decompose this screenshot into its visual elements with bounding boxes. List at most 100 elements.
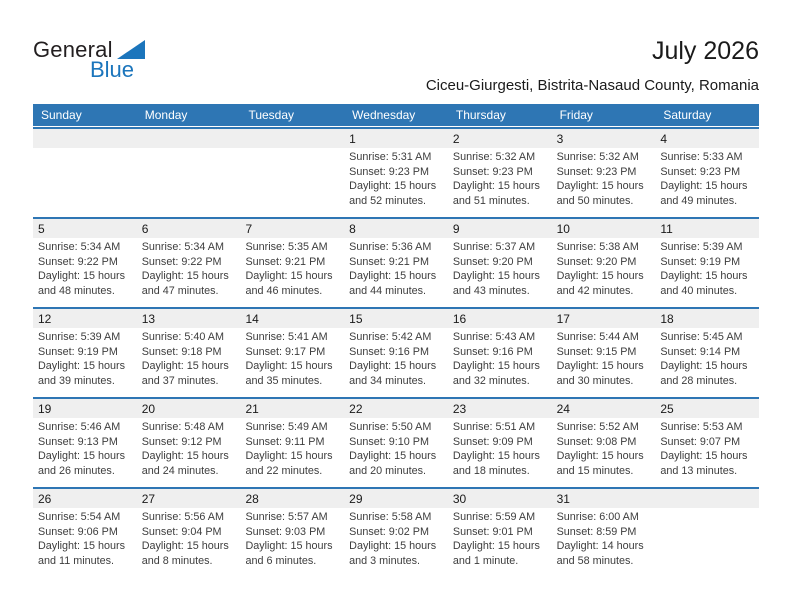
day-number: 13: [136, 309, 241, 328]
sunrise-text: Sunrise: 5:48 AM: [141, 421, 224, 433]
sunset-text: Sunset: 9:22 PM: [141, 255, 222, 268]
day-details: Sunrise: 5:39 AM Sunset: 9:19 PM Daylight:…: [655, 238, 759, 298]
calendar-day-cell-15: 15 Sunrise: 5:42 AM Sunset: 9:16 PM Dayligh…: [344, 309, 448, 396]
sunrise-text: Sunrise: 5:42 AM: [349, 331, 432, 343]
sunset-text: Sunset: 9:09 PM: [452, 435, 533, 448]
sunset-text: Sunset: 9:23 PM: [452, 165, 533, 178]
sunrise-text: Sunrise: 5:36 AM: [349, 241, 432, 253]
day-details: Sunrise: 5:35 AM Sunset: 9:21 PM Daylight:…: [240, 238, 344, 298]
day-number: 19: [33, 399, 137, 418]
sunrise-text: Sunrise: 5:51 AM: [452, 421, 536, 433]
day-number: 7: [240, 219, 345, 238]
day-details: Sunrise: 5:49 AM Sunset: 9:11 PM Daylight:…: [240, 418, 344, 478]
sunset-text: Sunset: 9:23 PM: [556, 165, 637, 178]
calendar-week-row: 12 Sunrise: 5:39 AM Sunset: 9:19 PM Dayligh…: [33, 307, 760, 396]
calendar-week-row: 19 Sunrise: 5:46 AM Sunset: 9:13 PM Dayligh…: [33, 397, 760, 486]
daylight-text: Daylight: 15 hours and 3 minutes.: [349, 540, 437, 567]
sunrise-text: Sunrise: 5:34 AM: [141, 241, 224, 253]
calendar-day-cell-empty: [655, 489, 760, 576]
day-details: Sunrise: 5:53 AM Sunset: 9:07 PM Daylight:…: [655, 418, 759, 478]
page-title: July 2026: [651, 37, 759, 65]
day-number: 9: [447, 219, 552, 238]
sunset-text: Sunset: 9:10 PM: [349, 435, 429, 448]
day-number: 21: [240, 399, 345, 418]
calendar-day-cell-26: 26 Sunrise: 5:54 AM Sunset: 9:06 PM Dayligh…: [33, 489, 137, 576]
daylight-text: Daylight: 15 hours and 51 minutes.: [452, 180, 540, 207]
calendar-day-cell-3: 3 Sunrise: 5:32 AM Sunset: 9:23 PM Daylight…: [551, 129, 656, 216]
day-details: Sunrise: 5:42 AM Sunset: 9:16 PM Daylight:…: [344, 328, 448, 388]
daylight-text: Daylight: 15 hours and 13 minutes.: [660, 450, 748, 477]
sunset-text: Sunset: 9:22 PM: [38, 255, 118, 268]
weekday-header-saturday: Saturday: [663, 108, 712, 122]
calendar-day-cell-11: 11 Sunrise: 5:39 AM Sunset: 9:19 PM Dayligh…: [655, 219, 760, 306]
day-number: [655, 489, 760, 508]
calendar-day-cell-31: 31 Sunrise: 6:00 AM Sunset: 8:59 PM Dayligh…: [551, 489, 656, 576]
sunset-text: Sunset: 9:19 PM: [38, 345, 118, 358]
daylight-text: Daylight: 15 hours and 15 minutes.: [556, 450, 644, 477]
sunset-text: Sunset: 9:14 PM: [660, 345, 741, 358]
calendar-day-cell-20: 20 Sunrise: 5:48 AM Sunset: 9:12 PM Dayligh…: [136, 399, 241, 486]
sunset-text: Sunset: 9:11 PM: [245, 435, 325, 448]
sunrise-text: Sunrise: 5:46 AM: [38, 421, 121, 433]
sunset-text: Sunset: 8:59 PM: [556, 525, 637, 538]
weekday-header-wednesday: Wednesday: [352, 108, 416, 122]
sunrise-text: Sunrise: 5:41 AM: [245, 331, 328, 343]
day-number: 28: [240, 489, 345, 508]
day-number: 1: [344, 129, 448, 148]
daylight-text: Daylight: 15 hours and 42 minutes.: [556, 270, 644, 297]
day-number: 20: [136, 399, 241, 418]
sunset-text: Sunset: 9:23 PM: [660, 165, 741, 178]
sunrise-text: Sunrise: 5:35 AM: [245, 241, 328, 253]
day-number: [33, 129, 137, 148]
calendar-day-cell-empty: [240, 129, 345, 216]
daylight-text: Daylight: 15 hours and 40 minutes.: [660, 270, 748, 297]
day-details: Sunrise: 5:43 AM Sunset: 9:16 PM Daylight:…: [448, 328, 552, 388]
sunset-text: Sunset: 9:12 PM: [141, 435, 222, 448]
day-number: 18: [655, 309, 760, 328]
calendar-day-cell-30: 30 Sunrise: 5:59 AM Sunset: 9:01 PM Dayligh…: [447, 489, 552, 576]
sunrise-text: Sunrise: 5:33 AM: [660, 151, 743, 163]
daylight-text: Daylight: 15 hours and 24 minutes.: [141, 450, 229, 477]
logo-text-general: General: [33, 37, 113, 62]
calendar-day-cell-29: 29 Sunrise: 5:58 AM Sunset: 9:02 PM Dayligh…: [344, 489, 448, 576]
day-details: Sunrise: 5:48 AM Sunset: 9:12 PM Daylight:…: [137, 418, 241, 478]
sunset-text: Sunset: 9:18 PM: [141, 345, 222, 358]
daylight-text: Daylight: 15 hours and 39 minutes.: [38, 360, 126, 387]
day-number: 23: [447, 399, 552, 418]
day-details: Sunrise: 5:46 AM Sunset: 9:13 PM Daylight:…: [33, 418, 137, 478]
sunset-text: Sunset: 9:06 PM: [38, 525, 118, 538]
day-number: 14: [240, 309, 345, 328]
daylight-text: Daylight: 15 hours and 18 minutes.: [452, 450, 540, 477]
sunset-text: Sunset: 9:13 PM: [38, 435, 118, 448]
daylight-text: Daylight: 15 hours and 1 minute.: [452, 540, 540, 567]
day-number: 2: [447, 129, 552, 148]
day-number: 30: [447, 489, 552, 508]
sunrise-text: Sunrise: 5:32 AM: [452, 151, 536, 163]
day-number: 24: [551, 399, 656, 418]
calendar-day-cell-empty: [136, 129, 241, 216]
day-details: Sunrise: 6:00 AM Sunset: 8:59 PM Daylight:…: [552, 508, 656, 568]
day-details: Sunrise: 5:58 AM Sunset: 9:02 PM Daylight:…: [344, 508, 448, 568]
calendar-week-row: 1 Sunrise: 5:31 AM Sunset: 9:23 PM Daylight…: [33, 127, 760, 216]
calendar-day-cell-7: 7 Sunrise: 5:35 AM Sunset: 9:21 PM Daylight…: [240, 219, 345, 306]
calendar-day-cell-1: 1 Sunrise: 5:31 AM Sunset: 9:23 PM Daylight…: [344, 129, 448, 216]
sunrise-text: Sunrise: 5:39 AM: [38, 331, 121, 343]
sunset-text: Sunset: 9:16 PM: [452, 345, 533, 358]
sunrise-text: Sunrise: 5:58 AM: [349, 511, 432, 523]
day-details: Sunrise: 5:51 AM Sunset: 9:09 PM Daylight:…: [448, 418, 552, 478]
day-details: Sunrise: 5:34 AM Sunset: 9:22 PM Daylight:…: [137, 238, 241, 298]
sunrise-text: Sunrise: 5:43 AM: [452, 331, 536, 343]
calendar-day-cell-18: 18 Sunrise: 5:45 AM Sunset: 9:14 PM Dayligh…: [655, 309, 760, 396]
daylight-text: Daylight: 15 hours and 30 minutes.: [556, 360, 644, 387]
weekday-header-friday: Friday: [559, 108, 593, 122]
daylight-text: Daylight: 15 hours and 48 minutes.: [38, 270, 126, 297]
day-details: Sunrise: 5:31 AM Sunset: 9:23 PM Daylight:…: [344, 148, 448, 208]
day-number: 29: [344, 489, 448, 508]
sunset-text: Sunset: 9:04 PM: [141, 525, 222, 538]
weekday-header-thursday: Thursday: [455, 108, 506, 122]
daylight-text: Daylight: 15 hours and 32 minutes.: [452, 360, 540, 387]
day-details: Sunrise: 5:52 AM Sunset: 9:08 PM Daylight:…: [552, 418, 656, 478]
daylight-text: Daylight: 15 hours and 34 minutes.: [349, 360, 437, 387]
weekday-header-sunday: Sunday: [41, 108, 82, 122]
